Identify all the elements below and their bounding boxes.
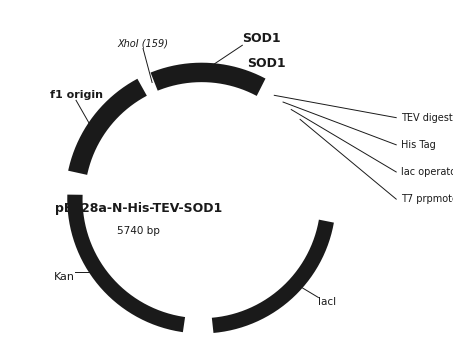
Text: SOD1: SOD1 [242, 32, 281, 45]
Text: TEV digest site: TEV digest site [401, 113, 453, 122]
Text: Kan: Kan [54, 272, 75, 282]
Text: T7 prpmoter: T7 prpmoter [401, 194, 453, 204]
Text: 5740 bp: 5740 bp [117, 226, 160, 236]
Text: lacI: lacI [318, 298, 337, 307]
Text: SOD1: SOD1 [247, 57, 285, 70]
Text: XhoI (159): XhoI (159) [117, 38, 169, 49]
Text: His Tag: His Tag [401, 140, 435, 150]
Text: lac operator: lac operator [401, 167, 453, 177]
Text: f1 origin: f1 origin [49, 90, 102, 100]
Text: pET28a-N-His-TEV-SOD1: pET28a-N-His-TEV-SOD1 [55, 202, 222, 215]
